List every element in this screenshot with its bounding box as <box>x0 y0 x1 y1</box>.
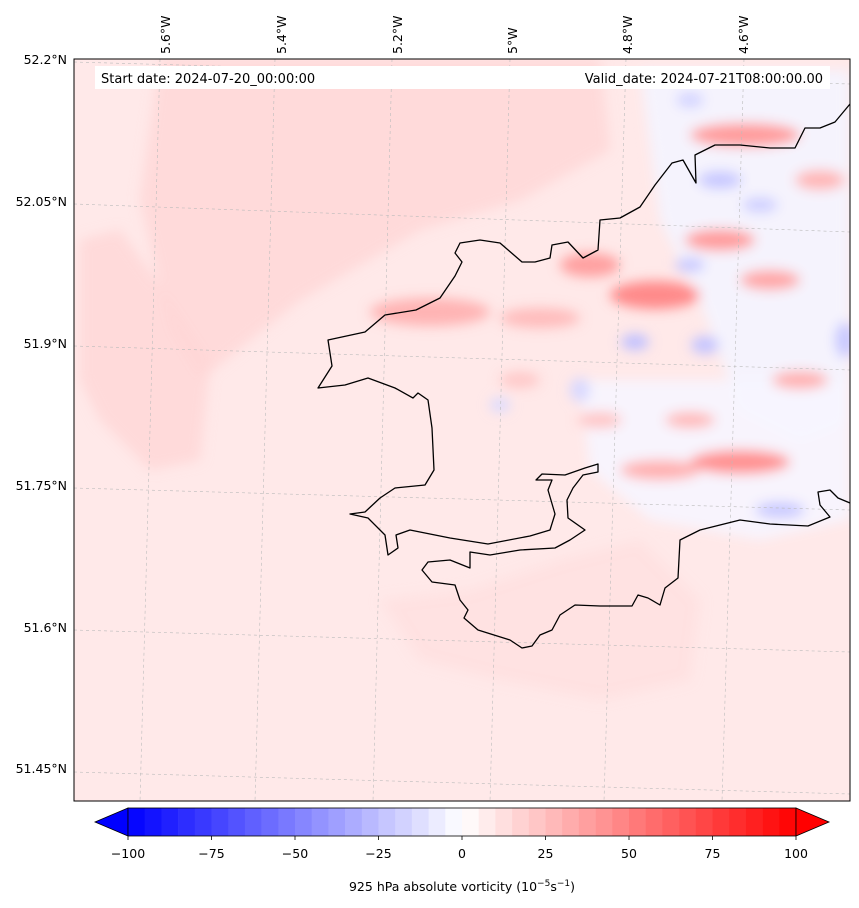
coastline <box>317 103 850 649</box>
colorbar-segment <box>445 808 463 836</box>
colorbar-segment <box>311 808 329 836</box>
longitude-labels: 5.6°W 5.4°W 5.2°W 5°W 4.8°W 4.6°W <box>158 16 751 55</box>
colorbar-segment <box>662 808 680 836</box>
colorbar-tick-label: 50 <box>621 846 637 861</box>
colorbar-tick-label: −50 <box>282 846 308 861</box>
lon-label-5p2W: 5.2°W <box>390 16 405 55</box>
lat-label-51p6N: 51.6°N <box>24 620 67 635</box>
colorbar-tick-label: 0 <box>458 846 466 861</box>
vorticity-field <box>80 59 850 700</box>
colorbar-segment <box>428 808 446 836</box>
colorbar-segment <box>295 808 312 836</box>
lon-label-5p4W: 5.4°W <box>274 16 289 55</box>
colorbar-segment <box>345 808 363 836</box>
colorbar-ticks: −100 −75 −50 −25 0 25 50 75 100 <box>111 836 808 861</box>
gridlines <box>74 59 850 801</box>
colorbar-tick-label: −100 <box>111 846 145 861</box>
colorbar-segments <box>128 808 797 836</box>
latitude-labels: 52.2°N 52.05°N 51.9°N 51.75°N 51.6°N 51.… <box>16 52 67 776</box>
colorbar-label: 925 hPa absolute vorticity (10−5s−1) <box>349 879 575 894</box>
colorbar-segment <box>578 808 596 836</box>
colorbar-segment <box>595 808 613 836</box>
colorbar-segment <box>328 808 346 836</box>
colorbar-segment <box>128 808 145 836</box>
colorbar-max-extend <box>795 807 831 837</box>
lat-label-52p2N: 52.2°N <box>24 52 67 67</box>
lon-label-5p6W: 5.6°W <box>158 16 173 55</box>
colorbar-segment <box>779 808 797 836</box>
valid-date-text: Valid_date: 2024-07-21T08:00:00.00 <box>585 72 823 87</box>
colorbar-segment <box>378 808 396 836</box>
info-box <box>95 66 830 89</box>
colorbar-segment <box>244 808 262 836</box>
colorbar: −100 −75 −50 −25 0 25 50 75 100 925 hPa absolute… <box>93 807 831 894</box>
map-frame <box>73 58 851 802</box>
lon-label-5W: 5°W <box>505 27 520 54</box>
colorbar-segment <box>228 808 246 836</box>
colorbar-segment <box>462 808 479 836</box>
lat-label-51p75N: 51.75°N <box>16 478 67 493</box>
colorbar-segment <box>695 808 713 836</box>
colorbar-segment <box>712 808 730 836</box>
colorbar-tick-label: −25 <box>365 846 391 861</box>
colorbar-segment <box>194 808 212 836</box>
colorbar-segment <box>729 808 747 836</box>
colorbar-segment <box>762 808 780 836</box>
lon-label-4p8W: 4.8°W <box>620 16 635 55</box>
map-panel <box>74 59 850 801</box>
lon-label-4p6W: 4.6°W <box>736 16 751 55</box>
colorbar-segment <box>211 808 229 836</box>
colorbar-segment <box>361 808 379 836</box>
colorbar-segment <box>562 808 580 836</box>
colorbar-tick-label: −75 <box>198 846 224 861</box>
colorbar-segment <box>478 808 496 836</box>
colorbar-min-extend <box>93 807 129 837</box>
start-date-text: Start date: 2024-07-20_00:00:00 <box>101 72 315 87</box>
colorbar-tick-label: 25 <box>538 846 554 861</box>
colorbar-segment <box>261 808 279 836</box>
colorbar-segment <box>745 808 763 836</box>
colorbar-tick-label: 100 <box>784 846 808 861</box>
colorbar-segment <box>395 808 413 836</box>
lat-label-51p9N: 51.9°N <box>24 336 67 351</box>
colorbar-segment <box>512 808 530 836</box>
colorbar-segment <box>278 808 296 836</box>
colorbar-segment <box>612 808 630 836</box>
colorbar-segment <box>144 808 162 836</box>
colorbar-segment <box>545 808 563 836</box>
colorbar-segment <box>629 808 646 836</box>
colorbar-tick-label: 75 <box>705 846 721 861</box>
colorbar-segment <box>645 808 663 836</box>
lat-label-51p45N: 51.45°N <box>16 761 67 776</box>
colorbar-segment <box>679 808 697 836</box>
colorbar-segment <box>528 808 546 836</box>
colorbar-segment <box>161 808 179 836</box>
colorbar-segment <box>495 808 513 836</box>
colorbar-segment <box>178 808 196 836</box>
lat-label-52p05N: 52.05°N <box>16 194 67 209</box>
colorbar-segment <box>411 808 429 836</box>
